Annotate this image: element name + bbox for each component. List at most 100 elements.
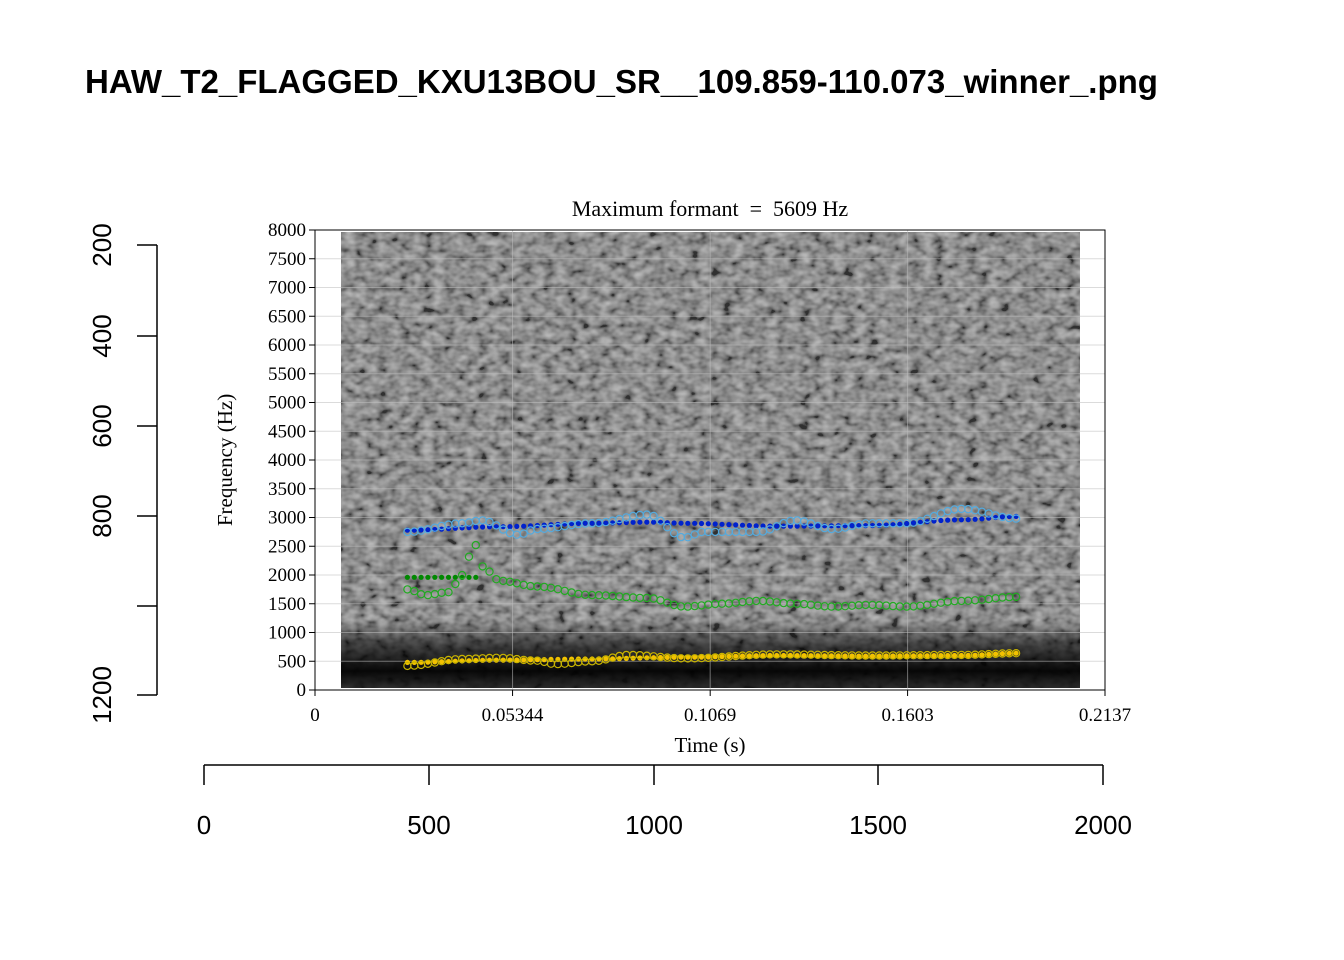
formant-point — [671, 654, 677, 660]
y-tick-label: 1000 — [268, 623, 306, 644]
formant-point — [842, 653, 848, 659]
formant-point — [630, 519, 636, 525]
formant-point — [999, 651, 1006, 657]
formant-point — [478, 562, 487, 571]
formant-point — [972, 516, 978, 522]
formant-point — [1011, 592, 1021, 602]
y-tick-label: 2500 — [268, 536, 306, 557]
formant-point — [794, 653, 800, 659]
formant-point — [411, 527, 417, 533]
formant-point — [445, 574, 452, 580]
formant-point — [924, 653, 930, 659]
series-3 — [403, 540, 1021, 611]
formant-point — [683, 533, 693, 542]
y-tick-label: 6000 — [268, 335, 306, 356]
formant-point — [917, 519, 923, 525]
formant-point — [671, 520, 677, 526]
formant-point — [712, 521, 718, 527]
formant-point — [972, 652, 978, 658]
formant-point — [480, 524, 486, 530]
outer-x-tick-label: 2000 — [1074, 810, 1132, 840]
y-tick-label: 3500 — [268, 479, 306, 500]
formant-point — [521, 523, 527, 529]
formant-point — [669, 529, 679, 538]
formant-point — [904, 653, 910, 659]
formant-point — [1013, 650, 1019, 656]
formant-point — [444, 588, 453, 597]
formant-point — [924, 519, 930, 525]
formant-point — [897, 521, 903, 527]
formant-point — [958, 517, 965, 523]
formant-point — [521, 657, 527, 663]
formant-point — [815, 523, 821, 529]
outer-x-tick-label: 1000 — [625, 810, 683, 840]
formant-point — [569, 521, 575, 527]
formant-point — [828, 653, 835, 659]
formant-point — [951, 652, 958, 659]
formant-point — [726, 522, 732, 528]
formant-point — [651, 655, 657, 661]
formant-point — [425, 527, 431, 533]
formant-point — [849, 653, 855, 659]
formant-point — [452, 574, 458, 580]
outer-y-tick-label: 1200 — [87, 666, 117, 724]
formant-point — [863, 653, 869, 659]
x-axis-label: Time (s) — [675, 733, 746, 757]
formant-point — [951, 517, 958, 523]
formant-point — [418, 527, 424, 533]
formant-point — [411, 574, 417, 580]
outer-x-tick-label: 0 — [197, 810, 211, 840]
y-tick-label: 2000 — [268, 565, 306, 586]
formant-point — [439, 574, 445, 580]
formant-point — [432, 659, 438, 665]
y-tick-label: 4500 — [268, 421, 306, 442]
formant-point — [993, 651, 999, 657]
outer-y-tick-label: 800 — [87, 494, 117, 537]
formant-point — [753, 523, 759, 529]
formant-point — [663, 523, 672, 532]
formant-point — [910, 653, 917, 659]
x-tick-label: 0.05344 — [482, 705, 544, 726]
formant-point — [575, 520, 582, 527]
formant-point — [418, 574, 424, 580]
formant-point — [774, 523, 780, 529]
y-tick-label: 5000 — [268, 393, 306, 414]
formant-point — [938, 653, 944, 659]
formant-point — [712, 654, 718, 660]
formant-point — [739, 653, 746, 659]
y-tick-label: 4000 — [268, 450, 306, 471]
formant-point — [801, 653, 807, 659]
formant-point — [499, 525, 508, 534]
formant-point — [471, 540, 480, 550]
outer-y-tick-label: 400 — [87, 314, 117, 357]
formant-tracks — [403, 504, 1021, 671]
x-tick-label: 0 — [310, 705, 320, 726]
formant-point — [439, 659, 445, 665]
x-tick-label: 0.1069 — [684, 705, 736, 726]
formant-point — [425, 574, 431, 580]
y-tick-label: 8000 — [268, 220, 306, 241]
formant-point — [637, 519, 643, 525]
inner-y-axis: 0 500 1000 1500 2000 2500 3000 3500 4000 4500 5000… — [268, 220, 315, 701]
formant-point — [965, 517, 971, 523]
formant-point — [808, 653, 814, 659]
formant-point — [603, 656, 609, 662]
formant-point — [883, 653, 889, 659]
formant-point — [733, 653, 739, 659]
formant-point — [404, 574, 410, 580]
formant-point — [534, 657, 541, 663]
formant-point — [999, 514, 1006, 520]
outer-y-axis: 200 400 600 800 1200 — [87, 223, 158, 724]
formant-point — [835, 653, 841, 659]
formant-point — [929, 511, 939, 521]
formant-point — [473, 574, 479, 580]
formant-point — [979, 652, 985, 658]
series-2 — [404, 574, 479, 580]
formant-point — [869, 653, 876, 659]
x-tick-label: 0.2137 — [1079, 705, 1131, 726]
formant-point — [651, 519, 657, 525]
formant-point — [527, 657, 534, 663]
formant-point — [610, 656, 616, 662]
formant-point — [979, 516, 985, 522]
